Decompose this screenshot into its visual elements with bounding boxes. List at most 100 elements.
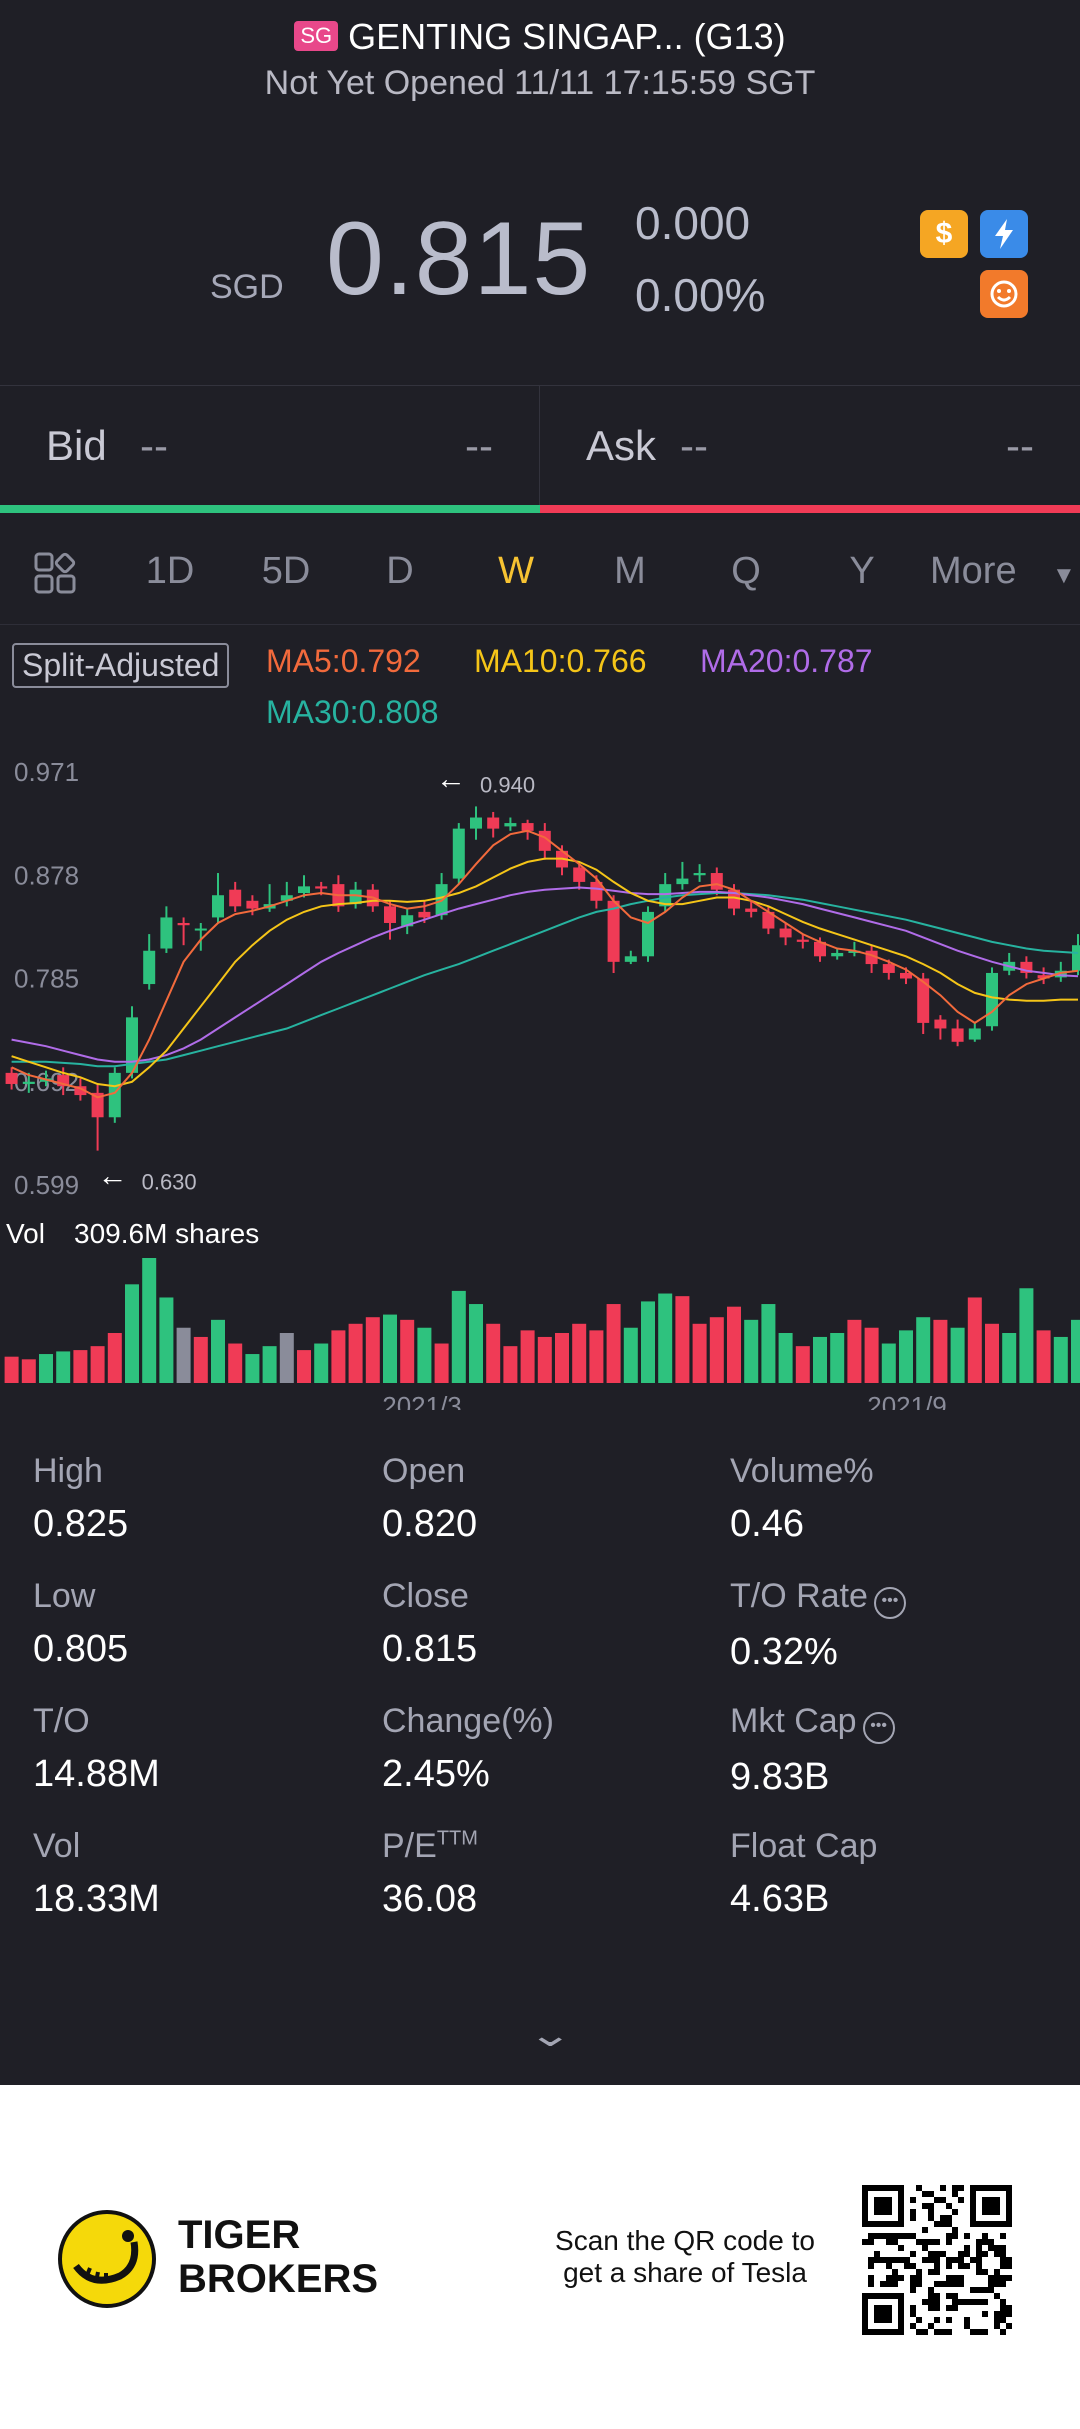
stat-label: Vol: [33, 1827, 81, 1865]
candle-body: [762, 911, 775, 929]
qr-module: [892, 2257, 898, 2263]
bid-price: --: [140, 422, 168, 469]
qr-module: [964, 2245, 970, 2251]
stat-value: 36.08: [382, 1878, 478, 1920]
qr-module: [982, 2233, 988, 2239]
stat-label: Open: [382, 1452, 466, 1490]
qr-module: [946, 2257, 952, 2263]
volume-bar: [400, 1319, 415, 1383]
qr-module: [958, 2275, 964, 2281]
qr-module: [916, 2317, 922, 2323]
tab-more[interactable]: More: [930, 550, 1017, 592]
candle-body: [745, 908, 758, 912]
tab-w[interactable]: W: [498, 550, 534, 592]
volume-bar: [56, 1351, 71, 1383]
qr-module: [946, 2239, 952, 2245]
stat-value: 18.33M: [33, 1878, 160, 1920]
volume-bar: [761, 1304, 776, 1383]
promo-footer: TIGER BROKERS Scan the QR code to get a …: [0, 2085, 1080, 2429]
volume-bar: [1019, 1288, 1034, 1383]
qr-module: [892, 2281, 898, 2287]
dollar-icon[interactable]: $: [920, 210, 968, 258]
qr-module: [934, 2221, 940, 2227]
stat-value: 0.815: [382, 1628, 478, 1670]
layout-grid-icon[interactable]: [34, 552, 78, 596]
volume-bar: [4, 1356, 19, 1383]
qr-module: [1006, 2311, 1012, 2317]
volume-value: 309.6M shares: [74, 1218, 259, 1249]
candle-body: [384, 906, 396, 923]
candle-body: [710, 873, 723, 890]
candle-body: [143, 950, 156, 985]
tab-q[interactable]: Q: [731, 550, 761, 592]
bid-volume-bar: [0, 505, 540, 513]
y-tick-label: 0.785: [14, 964, 79, 994]
market-status: Not Yet Opened 11/11 17:15:59 SGT: [264, 64, 816, 102]
qr-module: [898, 2245, 904, 2251]
stat-float-cap: Float Cap 4.63B: [730, 1827, 1070, 1921]
candle-body: [229, 889, 242, 907]
tab-d[interactable]: D: [386, 550, 414, 592]
price-chart[interactable]: 0.9710.8780.7850.6920.599←0.940←0.630Vol…: [0, 740, 1080, 1410]
volume-bar: [90, 1346, 105, 1383]
volume-bar: [933, 1319, 948, 1383]
chevron-down-icon[interactable]: ▼: [1052, 562, 1076, 589]
tab-m[interactable]: M: [614, 550, 646, 592]
qr-module: [910, 2251, 916, 2257]
ask-label: Ask: [586, 422, 657, 469]
tab-1d[interactable]: 1D: [145, 550, 195, 592]
qr-module: [1000, 2317, 1006, 2323]
qr-module: [910, 2305, 916, 2311]
stat-label: Close: [382, 1577, 469, 1615]
qr-module: [934, 2293, 940, 2299]
stat-value: 2.45%: [382, 1753, 490, 1795]
more-info-icon[interactable]: •••: [873, 1587, 906, 1619]
stat-vol: Vol 18.33M: [33, 1827, 373, 1921]
x-tick-label: 2021/9: [867, 1391, 947, 1410]
qr-module: [976, 2269, 982, 2275]
smile-icon[interactable]: [980, 270, 1028, 318]
qr-module: [868, 2239, 874, 2245]
currency-label: SGD: [210, 268, 284, 306]
stat-volume-percent: Volume% 0.46: [730, 1452, 1070, 1546]
ask-size: --: [1006, 422, 1034, 469]
qr-module: [868, 2275, 874, 2281]
qr-module: [928, 2203, 934, 2209]
qr-module: [946, 2317, 952, 2323]
bid-label: Bid: [46, 422, 107, 469]
expand-chevron-icon[interactable]: ⌄: [527, 2016, 574, 2054]
volume-bar: [1071, 1319, 1080, 1383]
stock-title-row[interactable]: SG GENTING SINGAP... (G13): [0, 16, 1080, 58]
flash-icon[interactable]: [980, 210, 1028, 258]
y-tick-label: 0.599: [14, 1170, 79, 1200]
qr-module: [982, 2239, 988, 2245]
candle-body: [951, 1028, 964, 1042]
qr-module: [886, 2233, 892, 2239]
qr-module: [952, 2305, 958, 2311]
candle-body: [814, 941, 826, 957]
qr-module: [964, 2299, 970, 2305]
qr-module: [946, 2203, 952, 2209]
candle-body: [573, 867, 586, 882]
qr-module: [976, 2251, 982, 2257]
tab-y[interactable]: Y: [849, 550, 875, 592]
qr-module: [952, 2227, 958, 2233]
stat-value: 0.805: [33, 1628, 129, 1670]
split-adjusted-button[interactable]: Split-Adjusted: [12, 643, 230, 688]
qr-module: [982, 2299, 988, 2305]
tab-5d[interactable]: 5D: [261, 550, 311, 592]
qr-module: [886, 2239, 892, 2245]
qr-module: [1000, 2299, 1006, 2305]
qr-module: [886, 2263, 892, 2269]
volume-bar: [348, 1323, 363, 1383]
bid-size: --: [465, 422, 493, 469]
more-info-icon[interactable]: •••: [862, 1712, 895, 1744]
qr-module: [862, 2239, 868, 2245]
stock-title: GENTING SINGAP... (G13): [348, 16, 786, 57]
qr-module: [946, 2263, 952, 2269]
volume-bar: [675, 1296, 690, 1383]
volume-bar: [314, 1343, 329, 1383]
last-price: 0.815: [326, 201, 592, 317]
ask-section: Ask -- --: [540, 386, 1080, 506]
qr-module: [994, 2317, 1000, 2323]
